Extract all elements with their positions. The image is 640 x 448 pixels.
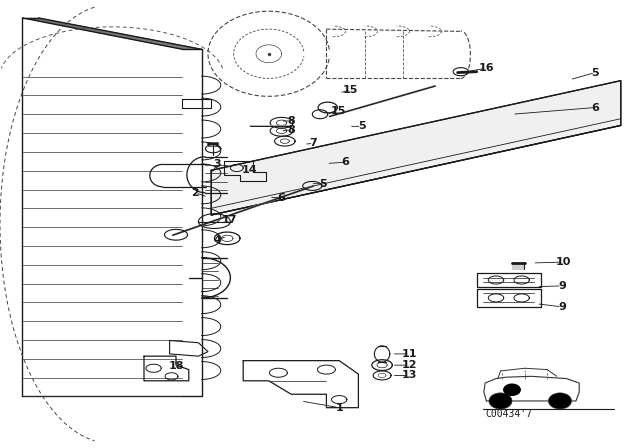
Text: 5: 5 — [591, 68, 599, 78]
Text: 13: 13 — [402, 370, 417, 380]
Text: 7: 7 — [310, 138, 317, 148]
Text: 14: 14 — [242, 165, 257, 175]
Text: 6: 6 — [342, 157, 349, 167]
Text: 15: 15 — [330, 106, 346, 116]
Text: 12: 12 — [402, 360, 417, 370]
Text: 5: 5 — [358, 121, 365, 131]
Text: 8: 8 — [287, 116, 295, 126]
Text: 1: 1 — [335, 403, 343, 413]
Text: 6: 6 — [278, 193, 285, 203]
Text: 18: 18 — [168, 362, 184, 371]
Text: 9: 9 — [558, 302, 566, 312]
Circle shape — [548, 393, 572, 409]
Text: 11: 11 — [402, 349, 417, 359]
Text: 6: 6 — [591, 103, 599, 112]
Polygon shape — [211, 81, 621, 215]
Text: 16: 16 — [479, 63, 494, 73]
Text: 17: 17 — [221, 215, 237, 224]
Text: C00434'7: C00434'7 — [485, 409, 532, 419]
Text: 3: 3 — [214, 159, 221, 168]
Circle shape — [503, 383, 521, 396]
Text: 8: 8 — [287, 125, 295, 135]
Text: 2: 2 — [191, 188, 199, 198]
Text: 5: 5 — [319, 179, 327, 189]
Text: 4: 4 — [214, 235, 221, 245]
Text: 9: 9 — [558, 281, 566, 291]
Circle shape — [489, 393, 512, 409]
Text: 10: 10 — [556, 257, 571, 267]
Text: 15: 15 — [343, 85, 358, 95]
